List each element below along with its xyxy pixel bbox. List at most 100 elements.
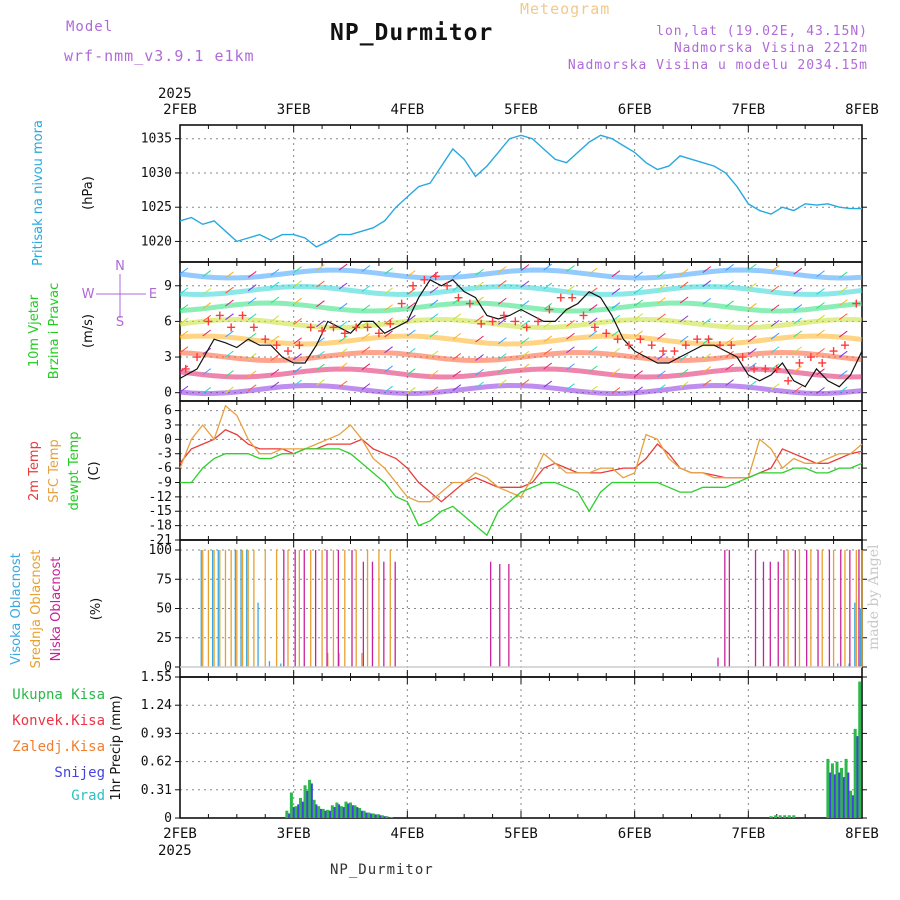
wind-barb xyxy=(770,319,780,327)
wind-barb xyxy=(225,313,234,321)
precip-total-bar xyxy=(362,810,366,818)
wind-barb xyxy=(566,319,575,327)
wind-barb xyxy=(679,281,689,289)
wind-barb xyxy=(657,297,666,305)
wind-barb xyxy=(407,368,416,376)
wind-barb xyxy=(225,386,234,394)
wind-barb xyxy=(497,280,507,287)
precip-snow-bar xyxy=(288,813,291,818)
precip-legend-item: Snijeg xyxy=(54,765,105,781)
y-tick-label: 0.93 xyxy=(141,726,172,741)
y-tick-label: 1030 xyxy=(141,166,172,181)
meteogram-title: Meteogram xyxy=(520,0,611,18)
wind-barb xyxy=(566,346,575,354)
precip-snow-bar xyxy=(301,801,304,818)
wind-barb xyxy=(657,384,666,392)
precip-total-bar xyxy=(849,790,853,818)
wind-barb xyxy=(679,296,689,304)
wind-axis-label-1: 10m Vjetar xyxy=(27,294,42,367)
y-tick-label: 6 xyxy=(164,404,172,419)
wind-barb xyxy=(748,321,757,328)
wind-gust-marker xyxy=(454,293,463,302)
wind-barb xyxy=(634,370,643,378)
x-tick-label-top: 4FEB xyxy=(390,102,424,118)
wind-barb xyxy=(452,332,462,340)
wind-barb xyxy=(816,314,825,322)
precip-snow-bar xyxy=(333,807,336,818)
wind-gust-marker xyxy=(431,272,440,281)
wind-barb xyxy=(748,303,757,310)
wind-barb xyxy=(247,353,257,360)
wind-barb xyxy=(838,271,848,279)
wind-barb xyxy=(611,302,621,309)
wind-barb xyxy=(543,282,553,290)
precip-total-bar xyxy=(312,799,316,818)
wind-gust-marker xyxy=(329,323,338,332)
y-tick-label: 0 xyxy=(164,386,172,401)
precip-total-bar xyxy=(783,815,787,818)
x-tick-label-top: 8FEB xyxy=(845,102,879,118)
wind-barb xyxy=(429,330,439,338)
precip-total-bar xyxy=(326,809,330,818)
precip-snow-bar xyxy=(338,804,341,818)
wind-barb xyxy=(452,284,462,291)
precip-snow-bar xyxy=(292,807,295,818)
wind-barb xyxy=(361,332,371,340)
wind-gust-marker xyxy=(534,317,543,326)
precip-snow-bar xyxy=(842,777,845,818)
wind-barb xyxy=(429,386,439,394)
wind-barb xyxy=(338,380,348,388)
wind-barb xyxy=(179,304,189,312)
precip-snow-bar xyxy=(297,804,300,818)
wind-barb xyxy=(202,368,212,376)
wind-barb xyxy=(588,267,598,275)
wind-barb xyxy=(407,387,416,394)
precip-snow-bar xyxy=(306,790,309,818)
wind-barb xyxy=(702,379,712,387)
wind-gust-marker xyxy=(806,353,815,362)
temp-axis-label-dewpt: dewpt Temp xyxy=(67,431,82,510)
precip-total-bar xyxy=(289,792,293,818)
compass-n-label: N xyxy=(115,259,125,274)
y-tick-label: -3 xyxy=(156,447,172,462)
y-tick-label: 9 xyxy=(164,279,172,294)
wind-barb xyxy=(361,285,371,293)
wind-gust-marker xyxy=(715,341,724,350)
wind-barb xyxy=(611,387,621,394)
model-name: wrf-nmm_v3.9.1 e1km xyxy=(64,47,255,65)
wind-barb xyxy=(520,264,530,271)
precip-total-bar xyxy=(294,806,298,818)
wind-barb xyxy=(361,304,371,312)
station-elevation: Nadmorska Visina 2212m xyxy=(673,41,868,56)
precip-snow-bar xyxy=(374,814,377,818)
wind-barb xyxy=(429,350,439,358)
wind-barb xyxy=(611,348,621,355)
wind-barb xyxy=(725,320,734,328)
wind-gust-marker xyxy=(636,335,645,344)
wind-barb xyxy=(770,383,780,391)
wind-barb xyxy=(293,280,302,287)
wind-barb xyxy=(475,315,484,323)
wind-barb xyxy=(497,297,507,305)
y-tick-label: 0 xyxy=(164,811,172,826)
wind-barb xyxy=(588,304,598,311)
wind-barb xyxy=(770,304,780,312)
wind-barb xyxy=(316,379,325,386)
wind-gust-marker xyxy=(670,347,679,356)
wind-barb xyxy=(725,264,734,271)
precip-snow-bar xyxy=(342,807,345,818)
wind-barb xyxy=(497,337,507,345)
wind-gust-marker xyxy=(624,341,633,350)
wind-barb xyxy=(611,329,621,337)
wind-speed-line xyxy=(179,279,863,388)
wind-barb xyxy=(588,330,598,338)
wind-gust-marker xyxy=(750,364,759,373)
wind-gust-marker xyxy=(443,281,452,290)
wind-barb xyxy=(247,313,257,321)
wind-barb xyxy=(452,313,462,321)
wind-barb xyxy=(384,346,393,354)
wind-barb xyxy=(384,287,393,295)
wind-barb xyxy=(543,302,553,310)
wind-barb xyxy=(702,353,712,361)
